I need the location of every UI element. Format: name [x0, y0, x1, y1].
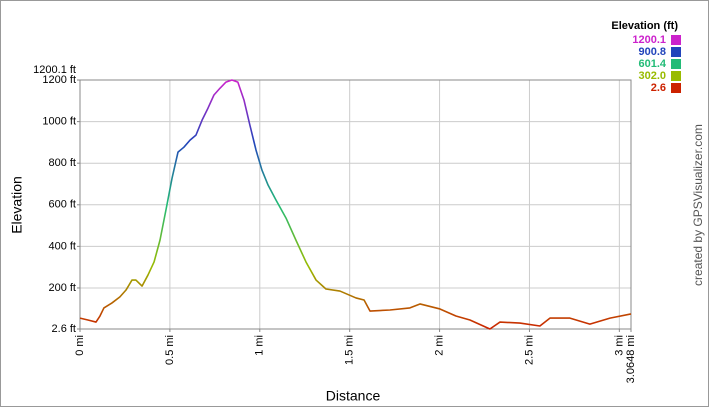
x-tick-label: 1 mi — [254, 335, 266, 356]
x-axis-label: Distance — [326, 388, 381, 404]
legend-label: 2.6 — [651, 82, 666, 94]
legend-title: Elevation (ft) — [611, 20, 678, 32]
credit: created by GPSVisualizer.com — [691, 124, 705, 286]
x-tick-label: 3.0648 mi — [625, 335, 637, 383]
y-tick-label: 600 ft — [48, 199, 76, 211]
y-tick-label: 1000 ft — [42, 116, 76, 128]
legend-label: 1200.1 — [632, 34, 666, 46]
y-tick-label: 800 ft — [48, 157, 76, 169]
y-axis-label: Elevation — [9, 176, 25, 234]
x-tick-label: 1.5 mi — [344, 335, 356, 365]
legend-swatch — [671, 71, 681, 81]
legend-label: 302.0 — [638, 70, 666, 82]
legend-swatch — [671, 35, 681, 45]
elevation-line — [79, 79, 632, 330]
y-tick-label: 200 ft — [48, 282, 76, 294]
y-tick-label: 400 ft — [48, 240, 76, 252]
y-tick-label: 1200 ft — [42, 74, 76, 86]
legend-swatch — [671, 83, 681, 93]
x-tick-label: 0.5 mi — [164, 335, 176, 365]
legend-label: 601.4 — [638, 58, 666, 70]
x-tick-label: 2.5 mi — [523, 335, 535, 365]
x-tick-label: 3 mi — [613, 335, 625, 356]
legend-swatch — [671, 47, 681, 57]
legend-swatch — [671, 59, 681, 69]
y-tick-label: 2.6 ft — [52, 323, 76, 335]
y-tick-label: 1200.1 ft — [33, 64, 76, 76]
legend-label: 900.8 — [638, 46, 666, 58]
x-tick-label: 0 mi — [74, 335, 86, 356]
x-tick-label: 2 mi — [433, 335, 445, 356]
